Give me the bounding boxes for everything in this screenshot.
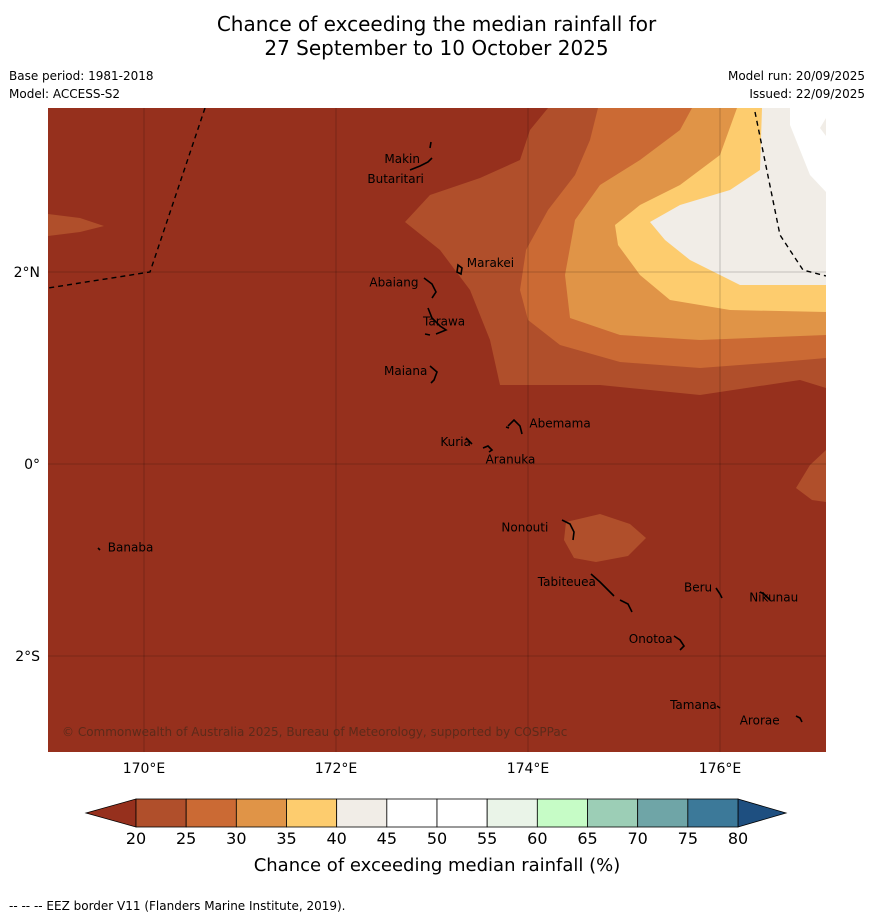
island-shape-kuria <box>465 437 473 445</box>
island-label-maiana: Maiana <box>384 364 427 378</box>
model-run: Model run: 20/09/2025 <box>727 69 865 83</box>
island-outlines <box>97 141 803 723</box>
colorbar-cell <box>135 798 187 828</box>
colorbar-cell <box>486 798 538 828</box>
island-shape-abemama <box>505 418 523 435</box>
island-shape-marakei <box>456 263 463 276</box>
base-period: Base period: 1981-2018 <box>9 69 154 83</box>
island-shape-nikunau <box>759 591 771 601</box>
footer-note: -- -- -- EEZ border V11 (Flanders Marine… <box>9 899 346 913</box>
colorbar-over-arrow <box>737 798 788 828</box>
contour-25-30-west <box>48 214 104 236</box>
lon-tick-label: 170°E <box>123 761 166 777</box>
colorbar-title: Chance of exceeding median rainfall (%) <box>254 855 621 876</box>
eez-border-west <box>48 108 206 289</box>
colorbar-tick-label: 50 <box>427 829 447 848</box>
lon-tick-label: 172°E <box>315 761 358 777</box>
island-shape-abaiang <box>423 277 437 299</box>
island-label-nonouti: Nonouti <box>501 520 548 534</box>
contour-45-50-edge <box>820 118 826 136</box>
colorbar-cell <box>536 798 588 828</box>
colorbar-tick-label: 45 <box>377 829 397 848</box>
title-line-1: Chance of exceeding the median rainfall … <box>216 12 657 36</box>
colorbar-cell <box>235 798 287 828</box>
colorbar-cells <box>135 798 739 828</box>
island-shape-butaritari <box>409 157 433 171</box>
contour-45-50 <box>650 108 826 285</box>
island-label-abaiang: Abaiang <box>369 275 418 289</box>
contour-50-55 <box>790 108 826 192</box>
map-title: Chance of exceeding the median rainfall … <box>0 12 873 60</box>
island-labels: Makin Butaritari Marakei Abaiang Tarawa Maian… <box>108 152 798 728</box>
colorbar-tick-label: 20 <box>126 829 146 848</box>
island-shape-tarawa <box>424 307 448 336</box>
island-label-kuria: Kuria <box>440 435 471 449</box>
lat-tick-label: 2°S <box>15 649 40 665</box>
island-shape-makin <box>429 141 432 149</box>
map-panel: Makin Butaritari Marakei Abaiang Tarawa Maian… <box>48 108 826 752</box>
island-shape-maiana <box>429 365 438 384</box>
colorbar-tick-label: 55 <box>477 829 497 848</box>
island-label-butaritari: Butaritari <box>367 172 424 186</box>
island-shape-nonouti <box>561 519 575 541</box>
colorbar-tick-label: 40 <box>326 829 346 848</box>
model-name: Model: ACCESS-S2 <box>9 87 121 101</box>
colorbar-cell <box>336 798 388 828</box>
island-label-abemama: Abemama <box>529 417 590 431</box>
island-shape-tamana <box>716 705 721 709</box>
colorbar-cell <box>286 798 338 828</box>
island-shape-aranuka <box>482 445 494 453</box>
lat-tick-label: 0° <box>24 457 40 473</box>
colorbar-tick-label: 30 <box>226 829 246 848</box>
colorbar: 20 25 30 35 40 45 50 55 60 65 70 75 80 Chance of exc… <box>84 798 788 876</box>
island-label-arorae: Arorae <box>740 713 780 727</box>
island-shape-onotoa <box>673 635 686 651</box>
island-shape-banaba <box>97 547 101 551</box>
lon-tick-label: 176°E <box>699 761 742 777</box>
colorbar-cell <box>436 798 488 828</box>
graticule <box>48 108 826 752</box>
colorbar-cell <box>637 798 689 828</box>
colorbar-cell <box>386 798 438 828</box>
colorbar-cell <box>185 798 237 828</box>
contour-25-30-south <box>564 514 646 562</box>
lon-tick-label: 174°E <box>507 761 550 777</box>
colorbar-tick-label: 65 <box>577 829 597 848</box>
island-label-tamana: Tamana <box>669 698 717 712</box>
colorbar-tick-label: 35 <box>276 829 296 848</box>
contour-25-30-east <box>796 450 826 502</box>
island-label-onotoa: Onotoa <box>629 632 673 646</box>
island-label-aranuka: Aranuka <box>486 453 536 467</box>
title-line-2: 27 September to 10 October 2025 <box>264 36 609 60</box>
colorbar-cell <box>587 798 639 828</box>
meta-left: Base period: 1981-2018 Model: ACCESS-S2 <box>9 67 154 103</box>
island-label-tarawa: Tarawa <box>422 315 465 329</box>
colorbar-tick-label: 75 <box>678 829 698 848</box>
colorbar-tick-label: 80 <box>728 829 748 848</box>
axis-labels: 170°E 172°E 174°E 176°E 2°N 0° 2°S <box>14 265 742 777</box>
colorbar-cell <box>687 798 739 828</box>
colorbar-under-arrow <box>84 798 137 828</box>
island-shape-beru <box>715 587 723 599</box>
eez-border-east <box>754 111 826 277</box>
meta-right: Model run: 20/09/2025 Issued: 22/09/2025 <box>728 67 865 103</box>
island-label-nikunau: Nikunau <box>749 591 798 605</box>
colorbar-tick-label: 25 <box>176 829 196 848</box>
island-shape-arorae <box>795 715 803 723</box>
colorbar-tick-label: 60 <box>527 829 547 848</box>
island-shape-tabiteuea <box>590 573 633 613</box>
island-label-banaba: Banaba <box>108 541 154 555</box>
island-label-marakei: Marakei <box>467 256 514 270</box>
island-label-tabiteuea: Tabiteuea <box>537 575 596 589</box>
colorbar-ticks: 20 25 30 35 40 45 50 55 60 65 70 75 80 <box>126 829 748 848</box>
lat-tick-label: 2°N <box>14 265 40 281</box>
copyright-text: © Commonwealth of Australia 2025, Bureau… <box>62 725 567 739</box>
issued-date: Issued: 22/09/2025 <box>749 87 865 101</box>
island-label-beru: Beru <box>684 581 712 595</box>
colorbar-tick-label: 70 <box>627 829 647 848</box>
island-label-makin: Makin <box>384 152 420 166</box>
